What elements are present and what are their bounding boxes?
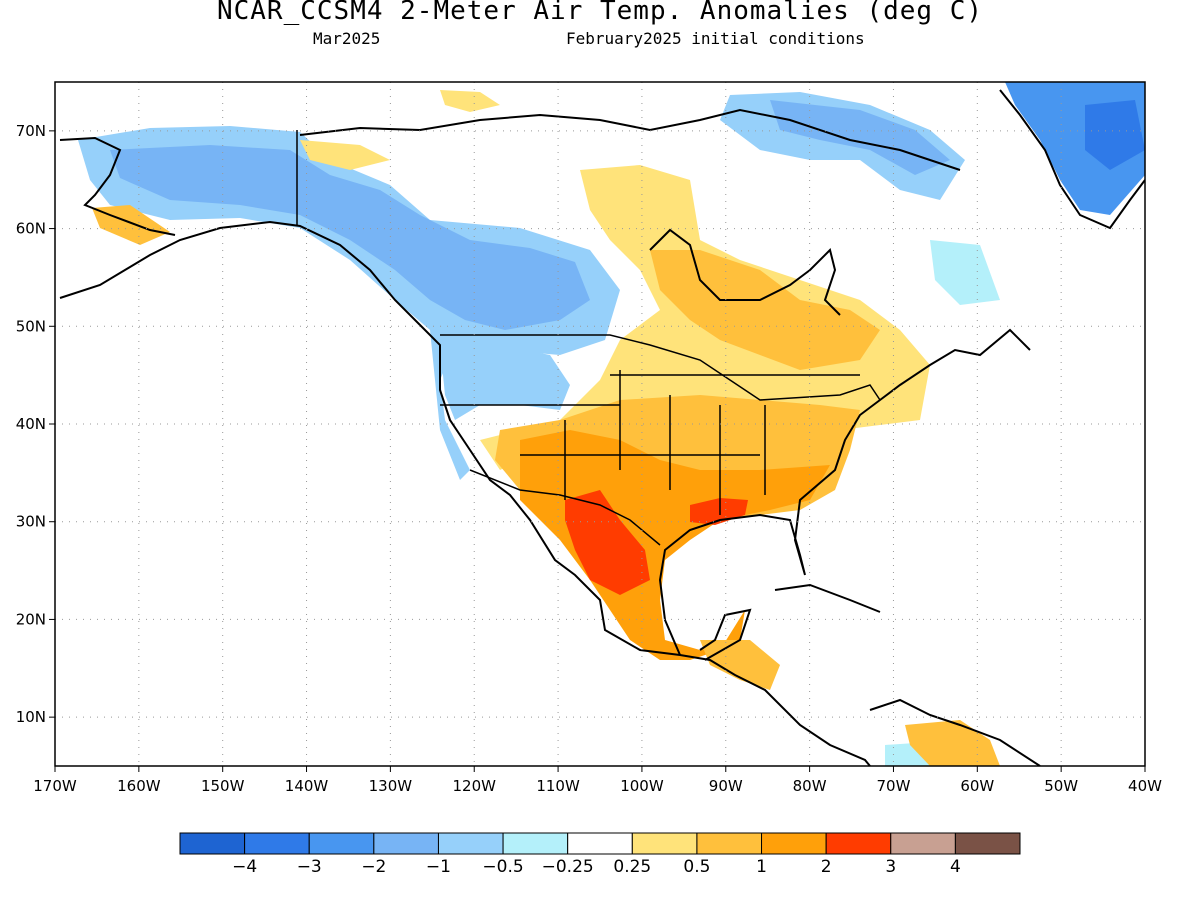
colorbar-swatch — [179, 832, 246, 855]
colorbar-label: 2 — [821, 857, 832, 877]
anomaly-region-mexico-hot — [565, 490, 650, 595]
lat-tick-label: 50N — [16, 317, 46, 335]
anomaly-region-central-america-warm — [700, 640, 780, 690]
lat-tick-label: 70N — [16, 122, 46, 140]
colorbar-swatch — [437, 832, 504, 855]
coastline-arctic — [299, 108, 961, 171]
map-title: NCAR_CCSM4 2-Meter Air Temp. Anomalies (… — [216, 0, 984, 26]
lat-tick-label: 60N — [16, 220, 46, 238]
colorbar-swatch — [567, 832, 633, 855]
lon-tick-label: 50W — [1044, 777, 1078, 795]
colorbar-label: −0.5 — [482, 857, 523, 877]
lon-tick-label: 130W — [369, 777, 413, 795]
lon-tick-label: 40W — [1128, 777, 1162, 795]
coastline-greenland — [999, 89, 1145, 230]
anomaly-region-arctic-cold-core — [770, 100, 950, 175]
lon-tick-label: 80W — [793, 777, 827, 795]
colorbar-swatch — [308, 832, 375, 855]
lat-tick-label: 30N — [16, 513, 46, 531]
forecast-month: Mar2025 — [313, 29, 381, 48]
map-frame — [54, 81, 1146, 767]
border-us-mexico — [469, 469, 661, 546]
colorbar-swatch — [761, 832, 827, 855]
anomaly-region-east-canada-warm — [650, 250, 880, 370]
anomaly-region-yukon-warm — [300, 140, 390, 170]
lat-tick-label: 20N — [16, 610, 46, 628]
lon-tick-label: 70W — [877, 777, 911, 795]
anomaly-region-greenland-cold-core — [1085, 100, 1145, 170]
coastline-north-america — [59, 220, 871, 766]
coastlines — [59, 89, 1145, 766]
colorbar: −4 −3 −2 −1 −0.5 −0.25 0.25 0.5 1 2 3 4 — [179, 832, 1021, 877]
colorbar-label: 4 — [950, 857, 961, 877]
lon-tick-label: 160W — [117, 777, 161, 795]
initial-conditions: February2025 initial conditions — [566, 29, 865, 48]
anomaly-region-canada-cold — [110, 145, 590, 330]
colorbar-label: −4 — [232, 857, 257, 877]
anomaly-region-alaska-cold — [78, 126, 620, 480]
anomaly-region-west-cold — [440, 345, 570, 420]
anomaly-region-labrador-cold — [930, 240, 1000, 305]
colorbar-label: 0.25 — [613, 857, 651, 877]
colorbar-swatch — [244, 832, 310, 855]
lon-tick-label: 110W — [536, 777, 580, 795]
lon-tick-label: 120W — [452, 777, 496, 795]
lon-tick-label: 150W — [201, 777, 245, 795]
anomaly-region-arctic-warm — [440, 90, 500, 112]
colorbar-label: 0.5 — [683, 857, 710, 877]
coastline-gulf — [658, 328, 1031, 656]
lon-tick-label: 90W — [709, 777, 743, 795]
colorbar-swatch — [631, 832, 698, 855]
colorbar-swatch — [890, 832, 956, 855]
colorbar-label: −1 — [426, 857, 451, 877]
colorbar-label: −2 — [361, 857, 386, 877]
anomaly-region-southwest-warm — [520, 430, 830, 660]
lon-tick-label: 170W — [33, 777, 77, 795]
lat-tick-label: 40N — [16, 415, 46, 433]
colorbar-swatch — [696, 832, 763, 855]
lat-tick-label: 10N — [16, 708, 46, 726]
border-us-canada — [440, 334, 881, 401]
lon-tick-label: 60W — [960, 777, 994, 795]
coastline-cuba — [774, 583, 881, 613]
axis-labels: 10N 20N 30N 40N 50N 60N 70N 170W 160W 150W 140W 130… — [16, 122, 1162, 795]
coastline-yucatan — [699, 608, 752, 661]
political-borders — [296, 130, 881, 546]
colorbar-label: 1 — [756, 857, 767, 877]
colorbar-swatch — [373, 832, 439, 855]
colorbar-swatch — [954, 832, 1021, 855]
lon-tick-label: 100W — [620, 777, 664, 795]
coastline-hudson-bay — [649, 228, 841, 316]
coastline-south-america — [869, 698, 1041, 766]
colorbar-label: −3 — [297, 857, 322, 877]
border-states-lat — [440, 370, 860, 515]
colorbar-label: 3 — [885, 857, 896, 877]
colorbar-swatch — [825, 832, 892, 855]
coastline-alaska-west — [59, 136, 176, 236]
anomaly-fields — [78, 82, 1145, 766]
colorbar-swatch — [502, 832, 569, 855]
colorbar-label: −0.25 — [542, 857, 594, 877]
lon-tick-label: 140W — [285, 777, 329, 795]
